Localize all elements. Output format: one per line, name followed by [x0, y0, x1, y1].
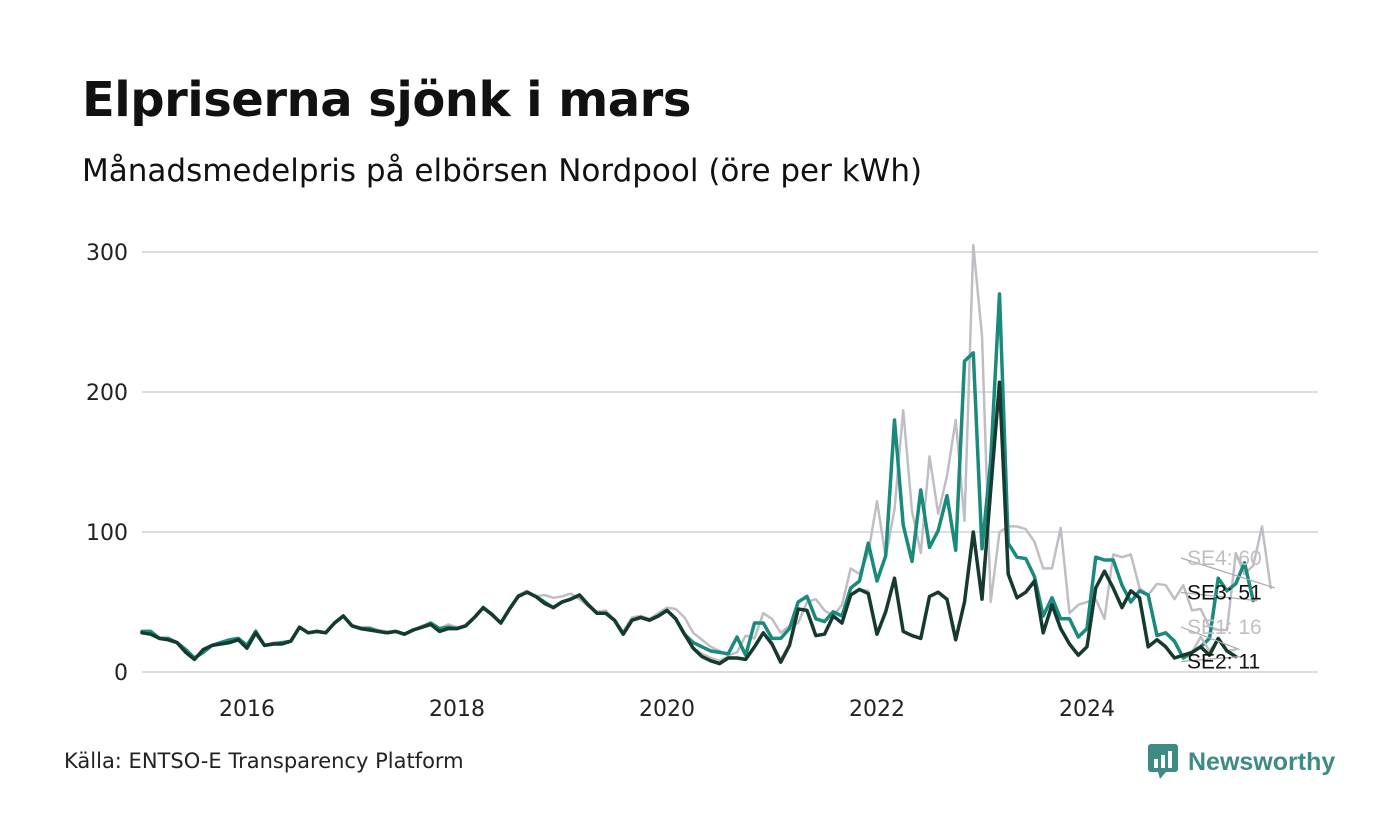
series-line-se1	[140, 380, 1238, 663]
x-tick-label: 2024	[1059, 697, 1115, 722]
series-line-se4	[140, 243, 1272, 660]
y-axis: 0 100 200 300	[86, 241, 128, 686]
y-tick-label: 300	[86, 241, 128, 266]
x-tick-label: 2020	[639, 697, 695, 722]
chart-title: Elpriserna sjönk i mars	[82, 72, 691, 128]
grid-lines	[142, 251, 1318, 673]
y-tick-label: 200	[86, 381, 128, 406]
x-tick-label: 2016	[219, 697, 275, 722]
end-label-se2: SE2: 11	[1187, 651, 1260, 674]
end-label-se3: SE3: 51	[1187, 582, 1262, 605]
x-tick-label: 2022	[849, 697, 905, 722]
x-tick-label: 2018	[429, 697, 485, 722]
x-axis: 2016 2018 2020 2022 2024	[219, 697, 1115, 722]
brand-logo: Newsworthy	[1148, 744, 1335, 780]
brand-name: Newsworthy	[1188, 747, 1336, 776]
end-label-connector	[1180, 557, 1275, 589]
series-line-se2	[140, 380, 1238, 666]
end-labels: SE4: 60 SE3: 51 SE1: 16 SE2: 11	[1180, 547, 1275, 674]
end-label-connector	[1180, 591, 1258, 602]
end-label-se4: SE4: 60	[1187, 547, 1262, 570]
series-lines	[140, 243, 1272, 666]
newsworthy-logo-icon	[1148, 744, 1178, 779]
y-tick-label: 0	[114, 661, 128, 686]
source-note: Källa: ENTSO-E Transparency Platform	[64, 749, 464, 773]
end-label-connector	[1180, 656, 1240, 663]
end-label-se1: SE1: 16	[1187, 616, 1262, 639]
end-label-connector	[1180, 626, 1240, 651]
chart-subtitle: Månadsmedelpris på elbörsen Nordpool (ör…	[82, 153, 923, 189]
y-tick-label: 100	[86, 521, 128, 546]
